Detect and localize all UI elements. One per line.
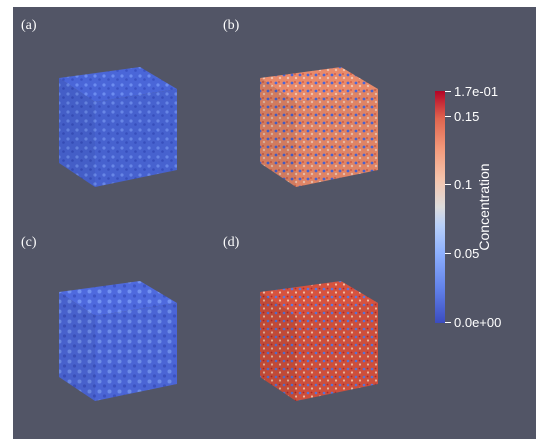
render-viewport: (a) (b) (c) (d) (13, 7, 536, 439)
panel-label-b: (b) (223, 18, 240, 33)
colorbar-tick-max (445, 91, 451, 92)
cube-d (260, 281, 378, 401)
cube-b (260, 67, 378, 187)
colorbar-max-label: 1.7e-01 (454, 84, 499, 99)
colorbar-tick-label: 0.05 (454, 246, 480, 261)
panel-label-a: (a) (21, 18, 37, 33)
colorbar-tick-label: 0.15 (454, 109, 480, 124)
cube-a (59, 67, 177, 187)
colorbar-tick-label: 0.1 (454, 177, 473, 192)
colorbar-tick-min (445, 322, 451, 323)
colorbar-tick (445, 253, 451, 254)
colorbar-tick (445, 116, 451, 117)
panel-label-c: (c) (21, 235, 37, 250)
colorbar-gradient (435, 91, 445, 323)
colorbar-min-label: 0.0e+00 (454, 315, 502, 330)
cube-c (59, 281, 177, 401)
colorbar-tick (445, 184, 451, 185)
panel-label-d: (d) (223, 235, 240, 250)
colorbar-title: Concentration (476, 163, 492, 251)
